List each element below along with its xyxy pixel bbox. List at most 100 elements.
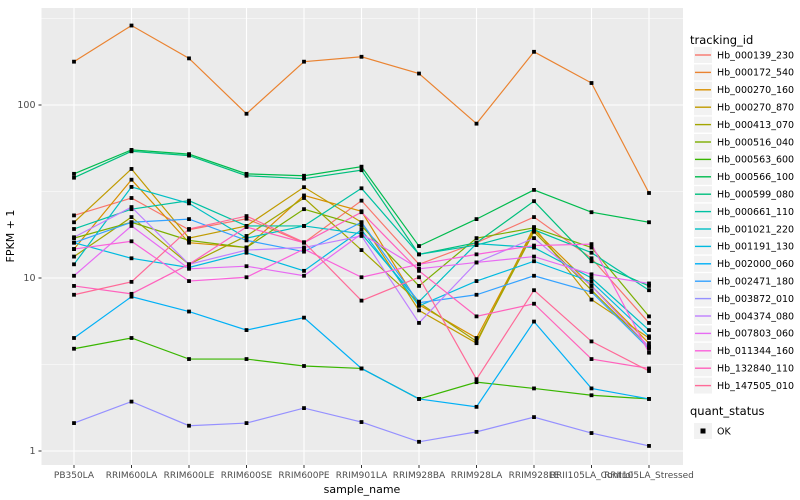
data-point [589, 339, 594, 344]
data-point [359, 420, 364, 424]
legend-item-Hb_147505_010: Hb_147505_010 [694, 377, 794, 394]
data-point [532, 243, 536, 248]
series-points-Hb_147505_010 [72, 214, 651, 382]
data-point [532, 415, 536, 420]
legend-item-label: Hb_132840_110 [717, 364, 794, 375]
data-point [474, 236, 479, 241]
data-point [647, 281, 651, 286]
legend-item-label: Hb_000516_040 [717, 137, 794, 148]
legend-item-label: Hb_000563_600 [717, 155, 794, 166]
legend-item-Hb_000139_230: Hb_000139_230 [694, 47, 794, 63]
data-point [589, 386, 594, 391]
data-point [589, 256, 594, 261]
legend-item-label: Hb_004374_080 [717, 311, 794, 322]
data-point [359, 224, 364, 228]
data-point [589, 290, 594, 294]
data-point [474, 292, 479, 297]
data-point [244, 238, 249, 243]
legend-item-quant-OK: OK [694, 423, 731, 439]
data-point [302, 193, 306, 198]
x-tick-label: RRIM901LA [336, 471, 388, 481]
x-axis-title: sample_name [324, 483, 401, 496]
data-point [474, 279, 479, 283]
data-point [359, 231, 364, 236]
legend-item-label: Hb_001021_220 [717, 224, 794, 235]
data-point [417, 284, 421, 288]
data-point [244, 236, 249, 241]
data-point [129, 224, 134, 228]
data-point [589, 272, 594, 277]
data-point [72, 235, 76, 240]
data-point [129, 256, 134, 261]
legend-item-label: Hb_000270_160 [717, 85, 794, 96]
data-point [187, 357, 191, 361]
data-point [187, 279, 191, 283]
data-point [244, 248, 249, 252]
legend-item-Hb_011344_160: Hb_011344_160 [694, 342, 794, 359]
data-point [129, 185, 134, 189]
data-point [72, 171, 76, 176]
data-point [417, 71, 421, 76]
data-point [129, 291, 134, 296]
data-point [589, 81, 594, 85]
legend-item-label: Hb_000599_080 [717, 190, 794, 201]
legend-item-label: Hb_003872_010 [717, 294, 794, 305]
x-tick-label: RRIM600PE [278, 471, 330, 481]
data-point [244, 111, 249, 116]
data-point [532, 301, 536, 306]
series-points-Hb_002000_060 [72, 294, 651, 409]
data-point [187, 266, 191, 271]
data-point [589, 357, 594, 361]
data-point [187, 423, 191, 428]
data-point [647, 397, 651, 401]
data-point [417, 300, 421, 305]
data-point [187, 262, 191, 267]
legend-item-label: Hb_000172_540 [717, 68, 794, 79]
x-tick-label: RRIM600LE [164, 471, 215, 481]
black-square-marker-icon [700, 428, 706, 434]
data-point [647, 341, 651, 346]
data-point [129, 167, 134, 171]
axes: 1 10 100 PB350LA RRIM600LA RRIM600LE RRIM600SE… [17, 100, 694, 481]
data-point [129, 239, 134, 244]
data-point [244, 275, 249, 280]
data-point [187, 217, 191, 222]
legend-quant-status: OK [694, 423, 731, 439]
data-point [244, 234, 249, 238]
legend-item-Hb_000661_110: Hb_000661_110 [694, 203, 794, 220]
data-point [532, 199, 536, 204]
series-points-Hb_011344_160 [72, 239, 651, 355]
data-point [532, 49, 536, 54]
data-point [359, 234, 364, 238]
data-point [244, 171, 249, 176]
y-tick-label: 10 [23, 273, 35, 284]
data-point [302, 173, 306, 178]
legend-item-label: Hb_002471_180 [717, 277, 794, 288]
data-point [589, 279, 594, 284]
legend-item-label: Hb_001191_130 [717, 242, 794, 253]
data-point [244, 421, 249, 425]
data-point [359, 198, 364, 203]
data-point [589, 284, 594, 288]
data-point [187, 153, 191, 158]
data-point [129, 215, 134, 219]
legend-item-Hb_002471_180: Hb_002471_180 [694, 273, 794, 290]
data-point [647, 220, 651, 225]
legend-item-Hb_000566_100: Hb_000566_100 [694, 168, 794, 185]
data-point [302, 176, 306, 181]
data-point [359, 186, 364, 191]
data-point [72, 59, 76, 64]
data-point [589, 250, 594, 255]
x-tick-label: RRII105LA_Stressed [604, 471, 694, 481]
data-point [647, 284, 651, 288]
data-point [647, 350, 651, 355]
x-tick-label: PB350LA [54, 471, 95, 481]
data-point [302, 240, 306, 245]
data-point [474, 121, 479, 126]
data-point [417, 303, 421, 308]
legend-item-label: Hb_000413_070 [717, 120, 794, 131]
data-point [532, 386, 536, 391]
data-point [302, 224, 306, 228]
